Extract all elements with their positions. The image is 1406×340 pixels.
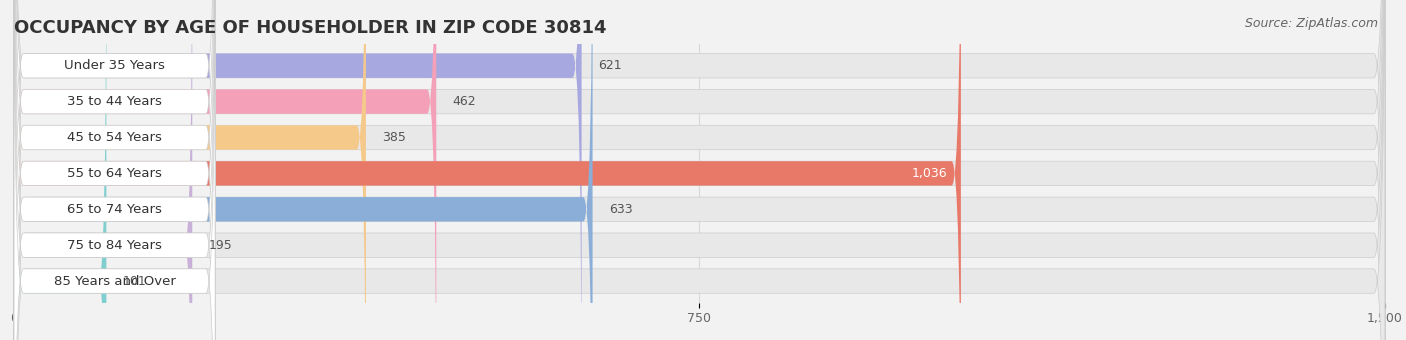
FancyBboxPatch shape [14,0,1385,340]
FancyBboxPatch shape [14,0,1385,340]
FancyBboxPatch shape [14,0,1385,340]
Text: 35 to 44 Years: 35 to 44 Years [67,95,162,108]
FancyBboxPatch shape [14,0,215,340]
Text: 195: 195 [208,239,232,252]
FancyBboxPatch shape [14,0,215,340]
Text: 1,036: 1,036 [911,167,948,180]
Text: Under 35 Years: Under 35 Years [65,59,165,72]
FancyBboxPatch shape [14,0,107,340]
Text: 45 to 54 Years: 45 to 54 Years [67,131,162,144]
FancyBboxPatch shape [14,0,215,340]
Text: 85 Years and Over: 85 Years and Over [53,275,176,288]
Text: OCCUPANCY BY AGE OF HOUSEHOLDER IN ZIP CODE 30814: OCCUPANCY BY AGE OF HOUSEHOLDER IN ZIP C… [14,19,606,37]
Text: 462: 462 [453,95,477,108]
FancyBboxPatch shape [14,0,960,340]
FancyBboxPatch shape [14,0,592,340]
FancyBboxPatch shape [14,0,1385,340]
FancyBboxPatch shape [14,0,366,340]
Text: 55 to 64 Years: 55 to 64 Years [67,167,162,180]
FancyBboxPatch shape [14,0,193,340]
FancyBboxPatch shape [14,0,215,340]
Text: 633: 633 [609,203,633,216]
FancyBboxPatch shape [14,0,582,340]
FancyBboxPatch shape [14,0,436,340]
Text: 621: 621 [598,59,621,72]
FancyBboxPatch shape [14,0,215,340]
FancyBboxPatch shape [14,0,215,340]
Text: Source: ZipAtlas.com: Source: ZipAtlas.com [1244,17,1378,30]
FancyBboxPatch shape [14,0,1385,340]
Text: 385: 385 [382,131,406,144]
Text: 101: 101 [122,275,146,288]
Text: 65 to 74 Years: 65 to 74 Years [67,203,162,216]
FancyBboxPatch shape [14,0,1385,340]
FancyBboxPatch shape [14,0,215,340]
Text: 75 to 84 Years: 75 to 84 Years [67,239,162,252]
FancyBboxPatch shape [14,0,1385,340]
